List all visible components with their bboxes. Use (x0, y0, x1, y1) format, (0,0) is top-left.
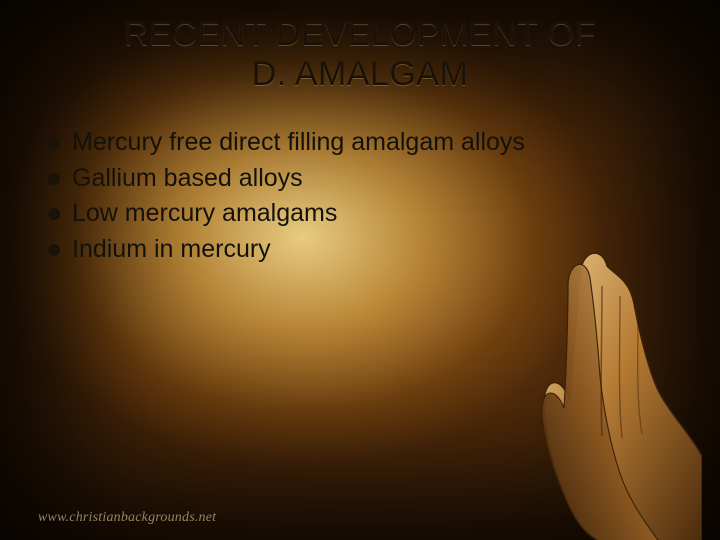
bullet-item: Low mercury amalgams (44, 197, 690, 231)
title-line-1: RECENT DEVELOPMENT OF (124, 15, 596, 53)
praying-hands-icon (452, 226, 702, 540)
bullet-item: Indium in mercury (44, 233, 690, 267)
bullet-item: Gallium based alloys (44, 162, 690, 196)
bullet-text: Indium in mercury (72, 235, 271, 263)
bullet-list: Mercury free direct filling amalgam allo… (44, 126, 690, 268)
watermark-text: www.christianbackgrounds.net (38, 510, 216, 526)
bullet-text: Gallium based alloys (72, 164, 303, 192)
bullet-text: Low mercury amalgams (72, 199, 337, 227)
slide-title: RECENT DEVELOPMENT OF D. AMALGAM (0, 14, 720, 94)
bullet-item: Mercury free direct filling amalgam allo… (44, 126, 690, 160)
slide-root: RECENT DEVELOPMENT OF D. AMALGAM Mercury… (0, 0, 720, 540)
title-line-2: D. AMALGAM (252, 55, 469, 93)
bullet-text: Mercury free direct filling amalgam allo… (72, 128, 525, 156)
